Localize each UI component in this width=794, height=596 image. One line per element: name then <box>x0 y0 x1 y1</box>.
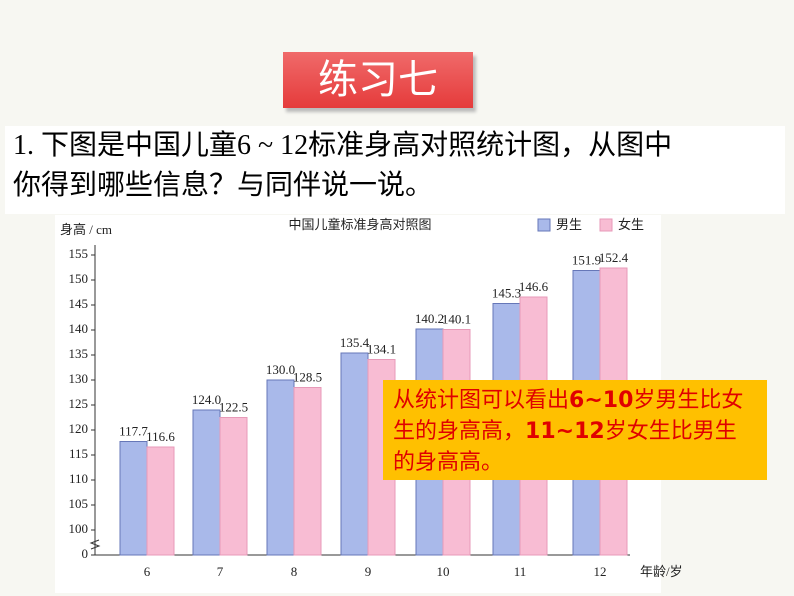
axis-break <box>89 539 101 550</box>
legend-swatch <box>537 218 551 232</box>
value-label: 140.1 <box>442 311 471 326</box>
annotation-text: 岁女生比男生的身高高。 <box>393 419 737 475</box>
x-tick-label: 8 <box>291 564 298 579</box>
y-tick-label: 120 <box>69 421 89 436</box>
x-tick-label: 11 <box>514 564 527 579</box>
value-label: 146.6 <box>519 279 549 294</box>
y-tick-label: 125 <box>69 396 89 411</box>
value-label: 145.3 <box>492 285 521 300</box>
x-tick-label: 12 <box>594 564 607 579</box>
y-tick-label: 155 <box>69 246 89 261</box>
value-label: 140.2 <box>415 311 444 326</box>
x-axis-label: 年龄/岁 <box>640 564 683 579</box>
y-tick-label: 140 <box>69 321 89 336</box>
legend-label: 女生 <box>618 217 644 232</box>
y-tick-label: 110 <box>69 471 88 486</box>
bar <box>146 446 175 556</box>
chart-title: 中国儿童标准身高对照图 <box>288 217 431 232</box>
value-label: 124.0 <box>192 392 221 407</box>
annotation-text: 6~10 <box>569 388 634 413</box>
annotation-text: 从统计图可以看出 <box>393 388 570 413</box>
value-label: 128.5 <box>293 369 322 384</box>
y-tick-label: 115 <box>69 446 88 461</box>
bar <box>219 417 248 556</box>
annotation-text: 11~12 <box>525 419 605 444</box>
x-tick-label: 7 <box>217 564 224 579</box>
y-tick-label: 130 <box>69 371 89 386</box>
value-label: 151.9 <box>572 252 601 267</box>
y-axis-label: 身高 / cm <box>60 222 112 237</box>
legend-swatch <box>599 218 613 232</box>
y-tick-label: 145 <box>69 296 89 311</box>
annotation-text: 岁男生比女生的身高高， <box>393 388 744 444</box>
y-tick-label: 100 <box>69 521 89 536</box>
x-tick-label: 6 <box>144 564 151 579</box>
question-line: 1. 下图是中国儿童6 ~ 12标准身高对照统计图，从图中 <box>13 130 673 161</box>
annotation: 从统计图可以看出6~10岁男生比女生的身高高，11~12岁女生比男生的身高高。 <box>383 380 767 480</box>
x-tick-label: 9 <box>365 564 372 579</box>
bar <box>340 352 369 556</box>
bar <box>192 409 221 556</box>
value-label: 152.4 <box>599 250 629 265</box>
question: 1. 下图是中国儿童6 ~ 12标准身高对照统计图，从图中 你得到哪些信息？与同… <box>5 126 785 214</box>
value-label: 117.7 <box>119 423 148 438</box>
value-label: 135.4 <box>340 335 370 350</box>
y-tick-label: 135 <box>69 346 89 361</box>
question-line: 你得到哪些信息？与同伴说一说。 <box>13 170 434 201</box>
bar <box>266 379 295 556</box>
y-tick-label: 105 <box>69 496 89 511</box>
header-banner: 练习七 <box>283 52 473 108</box>
y-tick-label: 150 <box>69 271 89 286</box>
value-label: 130.0 <box>266 362 295 377</box>
y-tick-label: 0 <box>82 546 89 561</box>
bar <box>293 387 322 556</box>
value-label: 134.1 <box>367 341 396 356</box>
bar <box>119 441 148 556</box>
x-tick-label: 10 <box>437 564 450 579</box>
legend-label: 男生 <box>556 217 582 232</box>
value-label: 116.6 <box>146 429 175 444</box>
value-label: 122.5 <box>219 399 248 414</box>
